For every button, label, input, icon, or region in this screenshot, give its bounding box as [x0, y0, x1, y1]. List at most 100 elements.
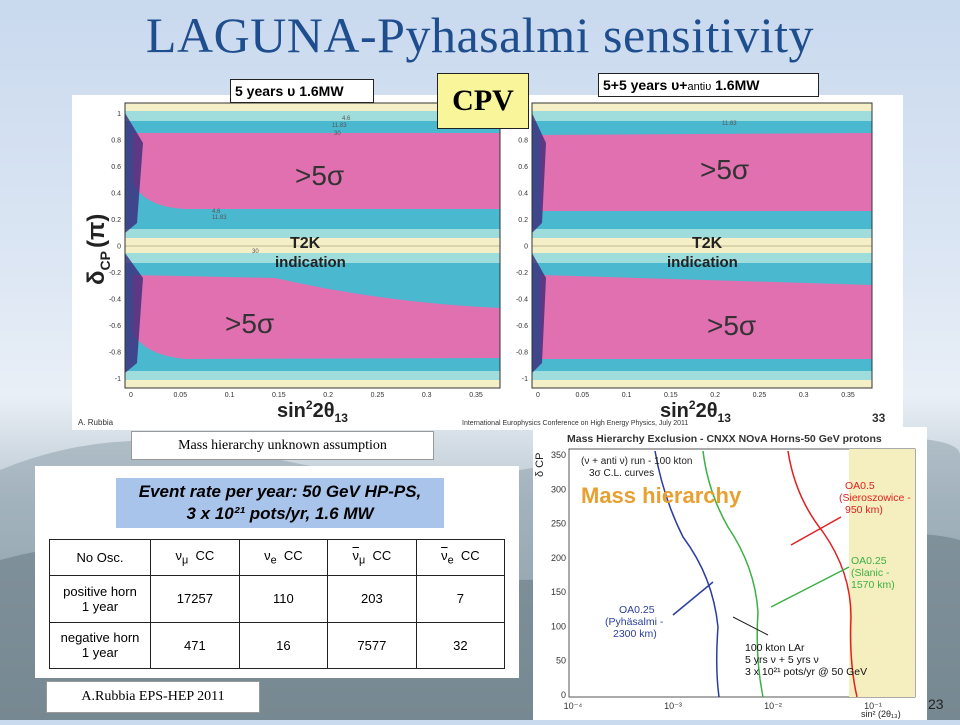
- cpv-y-tick-label: 0.2: [518, 217, 528, 224]
- cpv-y-tick-label: 0.4: [518, 191, 528, 198]
- row-label-line2: 1 year: [81, 645, 119, 661]
- cpv-left-lower-region-label: >5σ: [225, 308, 274, 339]
- svg-text:3 x 10²¹ pots/yr @ 50 GeV: 3 x 10²¹ pots/yr @ 50 GeV: [745, 666, 867, 678]
- cpv-left-upper-region-label: >5σ: [295, 160, 344, 191]
- mh-curve-blue: [654, 450, 720, 698]
- cpv-conference: International Europhysics Conference on …: [462, 420, 688, 427]
- svg-text:OA0.5: OA0.5: [845, 480, 875, 492]
- col-header-nue: νe CC: [238, 539, 328, 576]
- cpv-x-tick-label: 0.05: [575, 392, 589, 399]
- mh-x-tick-label: 10⁻²: [764, 701, 782, 711]
- cpv-author: A. Rubbia: [78, 418, 114, 427]
- table-row: positive horn 1 year 17257 110 203 7: [49, 575, 506, 623]
- cpv-right-header: 5+5 years υ+antiυ 1.6MW: [598, 73, 819, 97]
- cpv-y-tick-label: 0.2: [111, 217, 121, 224]
- cpv-x-tick-label: 0.15: [272, 392, 286, 399]
- cpv-x-tick-label: 0.35: [841, 392, 855, 399]
- cpv-y-tick-label: -1: [115, 376, 121, 383]
- cpv-y-tick-label: -0.6: [516, 323, 528, 330]
- cc-label: CC: [372, 548, 392, 564]
- cpv-x-tick-label: 0: [536, 392, 540, 399]
- cpv-x-tick-label: 0.25: [753, 392, 767, 399]
- cpv-contour-label: 30: [334, 131, 341, 137]
- cpv-y-tick-label: -0.8: [516, 350, 528, 357]
- cpv-left-t2k-indication: indication: [275, 254, 346, 271]
- cpv-left-header: 5 years υ 1.6MW: [230, 79, 374, 103]
- cpv-y-tick-label: -0.4: [109, 297, 121, 304]
- cpv-contour-label: 4.6: [342, 116, 351, 122]
- cpv-right-lower-region-label: >5σ: [707, 310, 756, 341]
- mh-curve-red: [787, 450, 858, 698]
- cpv-y-tick-label: -1: [522, 376, 528, 383]
- table-cell: 110: [238, 575, 328, 623]
- mh-x-tick-label: 10⁻³: [664, 701, 682, 711]
- cpv-y-axis-label: δCP(π): [83, 214, 113, 285]
- page-number: 23: [928, 696, 944, 712]
- mh-oa025-slanic-label: OA0.25 (Slanic - 1570 km): [851, 555, 895, 591]
- table-header-row: No Osc. νμ CC νe CC νμ CC νe CC: [49, 539, 506, 576]
- cpv-right-t2k-label: T2K: [692, 235, 723, 252]
- col-header-anti-nue: νe CC: [415, 539, 506, 576]
- cpv-x-tick-label: 0.1: [225, 392, 235, 399]
- cpv-x-tick-label: 0.3: [799, 392, 809, 399]
- table-row: negative horn 1 year 471 16 7577 32: [49, 621, 506, 669]
- mh-y-tick-label: 350: [551, 450, 566, 460]
- cpv-y-tick-label: -0.4: [516, 297, 528, 304]
- mh-y-tick-label: 250: [551, 519, 566, 529]
- row-label-line1: negative horn: [60, 630, 140, 646]
- mh-y-tick-label: 100: [551, 621, 566, 631]
- nu-symbol: ν: [264, 548, 271, 564]
- cpv-right-plot: >5σ >5σ T2K indication: [531, 102, 873, 389]
- col-header-label: No Osc.: [76, 550, 124, 565]
- mh-y-axis-label: δ CP: [534, 453, 546, 477]
- cpv-x-tick-label: 0.15: [664, 392, 678, 399]
- cpv-x-tick-label: 0.2: [323, 392, 333, 399]
- col-header-numu: νμ CC: [150, 539, 240, 576]
- cpv-x-tick-label: 0.35: [469, 392, 483, 399]
- table-cell: 16: [238, 621, 328, 669]
- svg-text:OA0.25: OA0.25: [851, 555, 887, 567]
- cpv-badge: CPV: [437, 73, 529, 129]
- table-cell: 32: [415, 621, 506, 669]
- svg-text:1570 km): 1570 km): [851, 579, 895, 591]
- mh-legend-line1: (ν + anti ν) run - 100 kton: [581, 456, 692, 467]
- cpv-right-header-tail: 1.6MW: [711, 77, 760, 93]
- mh-y-tick-label: 0: [561, 690, 566, 700]
- mh-x-axis-label: sin² (2θ₁₃): [861, 709, 901, 719]
- cc-label: CC: [460, 548, 480, 564]
- row-label-line1: positive horn: [63, 583, 137, 599]
- mh-y-tick-label: 300: [551, 484, 566, 494]
- col-header-anti-numu: νμ CC: [326, 539, 417, 576]
- row-label-line2: 1 year: [81, 598, 119, 614]
- footer-credit: A.Rubbia EPS-HEP 2011: [46, 681, 260, 713]
- cpv-right-header-main: 5+5 years υ+: [603, 77, 688, 93]
- cpv-y-tick-label: 0.4: [111, 191, 121, 198]
- cpv-tick-labels: 1 0.8 0.6 0.4 0.2 0 -0.2 -0.4 -0.6 -0.8 -1 0 0.05 0.1…: [109, 111, 855, 399]
- flavour-sub: e: [270, 554, 277, 567]
- cpv-y-tick-label: 1: [117, 111, 121, 118]
- svg-text:5 yrs ν + 5 yrs ν: 5 yrs ν + 5 yrs ν: [745, 654, 819, 666]
- cpv-right-header-sub: antiυ: [687, 81, 712, 93]
- cpv-right-upper-region-label: >5σ: [700, 154, 749, 185]
- cpv-contour-label: 11.83: [722, 121, 737, 127]
- event-rate-panel: Event rate per year: 50 GeV HP-PS, 3 x 1…: [35, 466, 519, 678]
- svg-text:δCP(π): δCP(π): [83, 214, 113, 285]
- mh-y-tick-label: 200: [551, 553, 566, 563]
- cc-label: CC: [195, 548, 215, 564]
- cpv-contour-label: 4.6: [212, 209, 221, 215]
- event-rate-header: Event rate per year: 50 GeV HP-PS, 3 x 1…: [116, 478, 444, 528]
- cpv-plot-svg: >5σ >5σ T2K indication >5σ >5σ T2K indic…: [78, 102, 886, 427]
- col-header-no-osc: No Osc.: [49, 539, 151, 576]
- cpv-x-tick-label: 0.3: [422, 392, 432, 399]
- table-cell: 7: [415, 575, 506, 623]
- cpv-y-tick-label: 0.6: [111, 164, 121, 171]
- mh-curve-green: [702, 450, 764, 698]
- nu-symbol: ν: [175, 548, 182, 564]
- event-rate-header-line2: 3 x 10²¹ pots/yr, 1.6 MW: [186, 504, 374, 523]
- table-cell: 17257: [150, 575, 240, 623]
- cpv-y-tick-label: 0.8: [111, 138, 121, 145]
- table-cell: 7577: [326, 621, 417, 669]
- cpv-left-plot: >5σ >5σ T2K indication: [124, 102, 501, 389]
- cpv-x-tick-label: 0.1: [622, 392, 632, 399]
- cpv-y-tick-label: -0.6: [109, 323, 121, 330]
